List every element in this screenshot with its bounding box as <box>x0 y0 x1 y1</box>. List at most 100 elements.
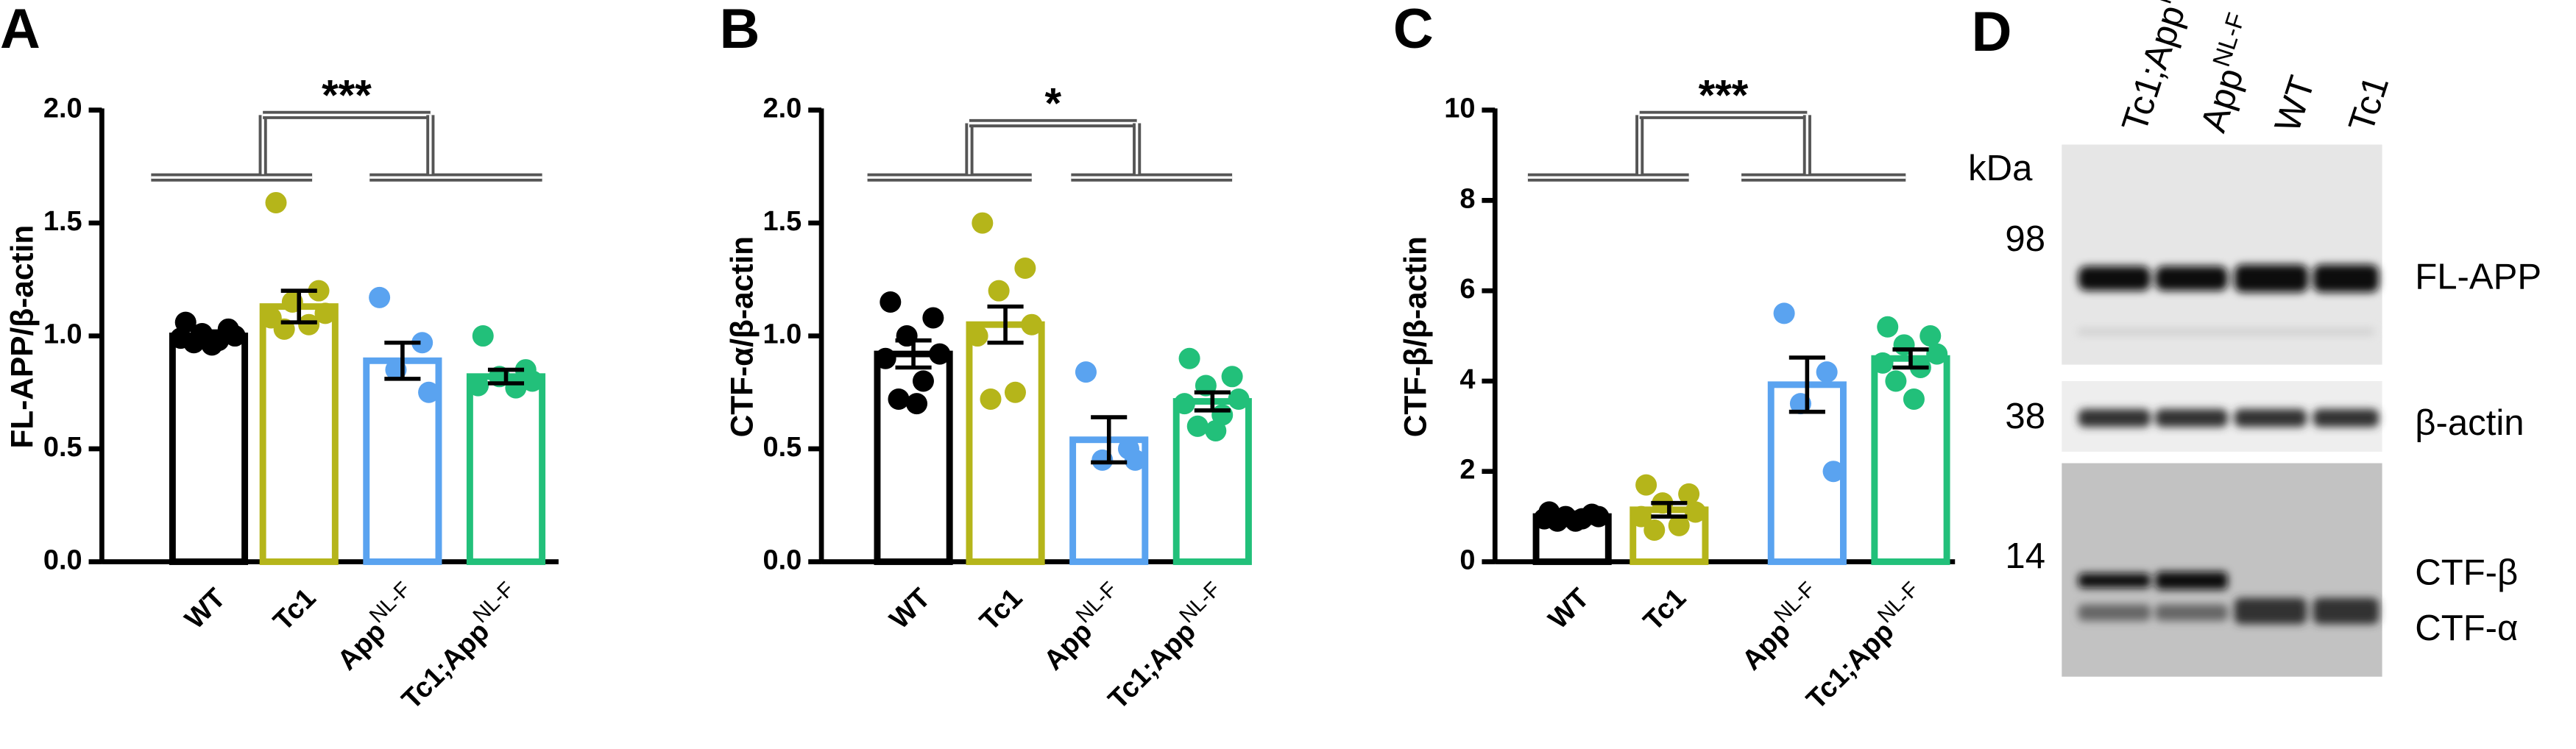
y-tick-label: 1.0 <box>763 319 802 350</box>
y-tick-label: 2.0 <box>763 93 802 124</box>
y-tick-label: 4 <box>1459 364 1475 395</box>
y-tick-label: 8 <box>1459 183 1475 214</box>
data-point <box>1926 343 1948 365</box>
band-label: β-actin <box>2415 403 2524 443</box>
x-tick-label-text: Tc1;App <box>1103 616 1202 715</box>
x-tick-label: AppNL-F <box>1731 578 1830 676</box>
bar <box>966 321 1045 565</box>
data-point <box>201 334 223 356</box>
data-point <box>472 325 494 347</box>
data-point <box>1588 505 1610 528</box>
data-point <box>906 393 928 415</box>
error-bar <box>384 340 421 381</box>
band-label: CTF-α <box>2415 608 2518 648</box>
x-tick-label: Tc1;AppNL-F <box>1796 578 1934 716</box>
bar <box>1871 355 1950 565</box>
error-bar <box>1194 390 1231 413</box>
x-tick-label: WT <box>1543 583 1595 635</box>
band-label: CTF-β <box>2415 553 2518 592</box>
data-point <box>1877 316 1899 338</box>
lane-label: Tc1 <box>2341 71 2396 137</box>
y-tick-label: 2.0 <box>43 93 82 124</box>
panel-letter: C <box>1393 0 1434 60</box>
x-tick-label-text: WT <box>1543 583 1595 635</box>
data-point <box>1021 313 1043 336</box>
data-point <box>1228 388 1250 410</box>
x-tick-label: AppNL-F <box>1033 578 1132 676</box>
data-point <box>922 307 944 329</box>
x-tick-label-text: Tc1;App <box>1801 616 1900 715</box>
x-tick-label: Tc1 <box>1638 583 1692 637</box>
data-point <box>521 370 543 392</box>
lane-label-text: WT <box>2268 71 2323 137</box>
blot-panel <box>2062 144 2382 365</box>
x-tick-label-text: Tc1 <box>268 583 322 637</box>
data-point <box>1075 361 1097 383</box>
data-point <box>308 280 330 302</box>
lane-label-text: Tc1;App <box>2115 1 2193 137</box>
x-tick-label-text: WT <box>884 583 936 635</box>
y-tick-label: 0.0 <box>43 544 82 575</box>
x-tick-label: AppNL-F <box>327 578 425 676</box>
data-point <box>1643 519 1666 542</box>
data-point <box>1004 381 1026 403</box>
data-point <box>1903 388 1925 410</box>
bar <box>169 333 249 565</box>
data-point <box>1205 419 1227 441</box>
data-point <box>1678 483 1700 505</box>
y-axis-label: FL-APP/β-actin <box>5 225 40 449</box>
data-point <box>265 191 287 213</box>
data-point <box>1014 257 1036 279</box>
y-tick-label: 0 <box>1459 544 1475 575</box>
y-tick-label: 0.5 <box>43 432 82 463</box>
error-bar <box>487 367 525 386</box>
data-point <box>966 325 988 347</box>
error-bar <box>280 288 317 324</box>
data-point <box>1773 302 1795 324</box>
data-point <box>1885 370 1907 392</box>
marker-label: 98 <box>2005 219 2045 259</box>
data-point <box>411 332 434 354</box>
significance: *** <box>322 71 372 119</box>
lane-label-text: Tc1 <box>2341 71 2396 137</box>
bar <box>259 303 339 565</box>
lane-label-sup: NL-F <box>2149 0 2192 7</box>
y-tick-label: 1.5 <box>43 206 82 237</box>
data-point <box>929 343 951 365</box>
x-tick-label-text: WT <box>179 583 231 635</box>
data-point <box>1630 505 1652 528</box>
unit-label: kDa <box>1968 149 2033 188</box>
significance: *** <box>1699 71 1749 119</box>
data-point <box>1173 393 1195 415</box>
data-point <box>224 325 246 347</box>
data-point <box>1816 361 1838 383</box>
data-point <box>1186 415 1209 437</box>
bar <box>466 373 546 565</box>
y-tick-label: 6 <box>1459 274 1475 305</box>
data-point <box>1668 514 1690 536</box>
x-tick-label-text: Tc1;App <box>396 616 495 715</box>
y-tick-label: 0.0 <box>763 544 802 575</box>
y-axis-label: CTF-β/β-actin <box>1398 236 1433 437</box>
panel-letter: A <box>0 0 40 60</box>
data-point <box>1635 474 1657 496</box>
lane-label: AppNL-F <box>2188 10 2268 137</box>
x-tick-label: WT <box>179 583 231 635</box>
data-point <box>183 332 205 354</box>
data-point <box>1872 352 1894 374</box>
data-point <box>980 388 1002 410</box>
data-point <box>467 374 489 397</box>
significance: * <box>1045 79 1062 127</box>
data-point <box>1178 347 1200 369</box>
error-bar <box>1892 347 1929 370</box>
band-label: FL-APP <box>2415 258 2541 297</box>
error-bar <box>1651 500 1688 519</box>
bar <box>874 350 953 565</box>
data-point <box>298 313 320 336</box>
y-tick-label: 1.0 <box>43 319 82 350</box>
data-point <box>418 381 440 403</box>
error-bar <box>987 304 1024 345</box>
x-tick-label: Tc1;AppNL-F <box>391 578 529 716</box>
